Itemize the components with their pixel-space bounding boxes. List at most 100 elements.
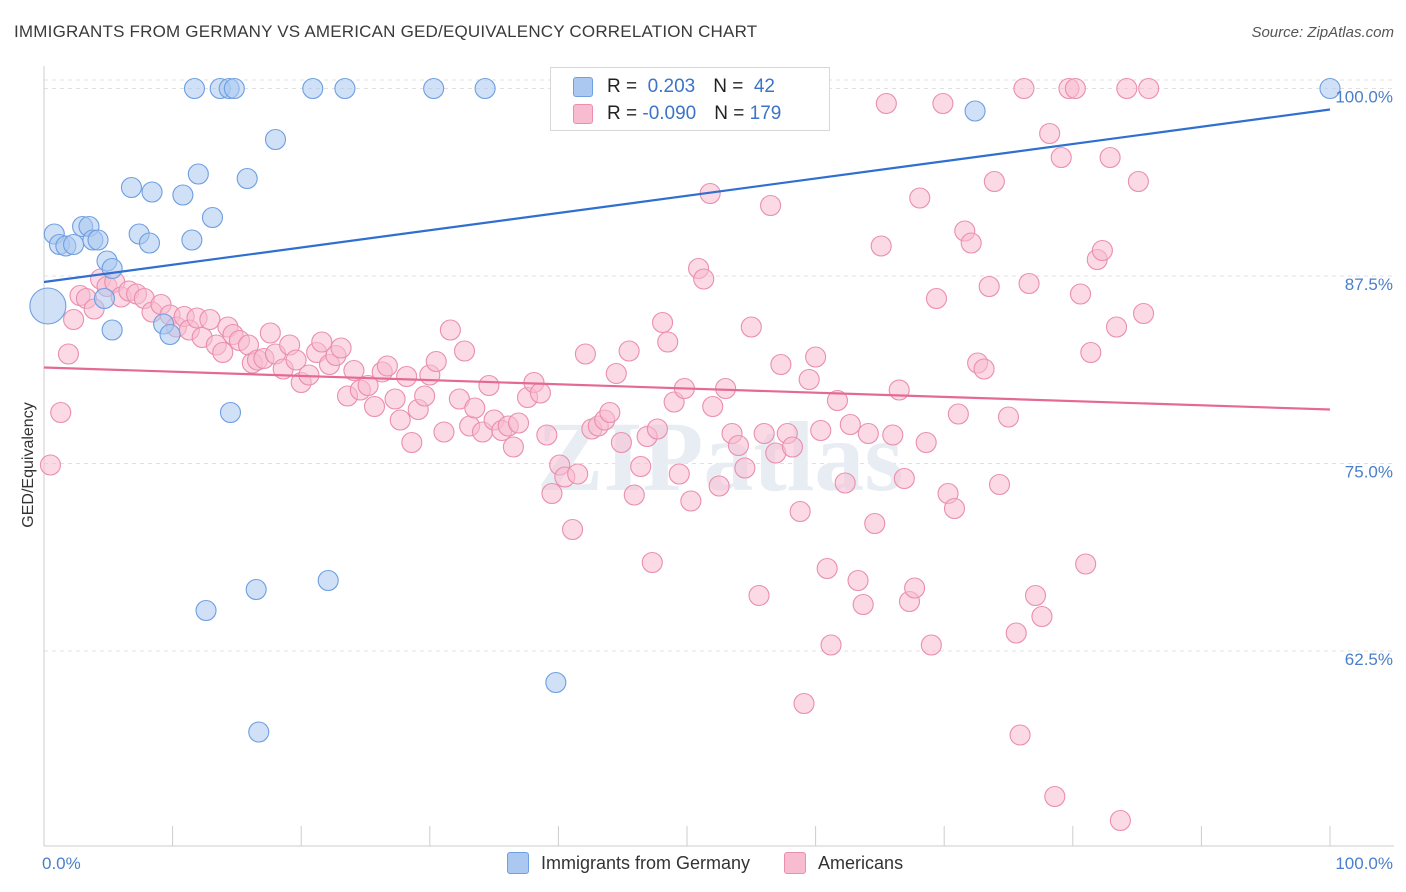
americans-point	[464, 397, 486, 419]
americans-point	[1050, 146, 1072, 169]
chart-title: IMMIGRANTS FROM GERMANY VS AMERICAN GED/…	[14, 22, 758, 41]
americans-point	[561, 518, 584, 541]
legend-swatch-americans	[573, 104, 593, 124]
legend-row-americans: R = -0.090 N = 179	[573, 101, 781, 127]
americans-point	[748, 584, 770, 607]
legend-r-label: R =	[607, 76, 643, 97]
americans-point	[973, 358, 995, 380]
y-tick-label: 100.0%	[1335, 88, 1393, 107]
americans-trend-line	[43, 366, 1331, 411]
americans-point	[805, 346, 827, 368]
series-legend-americans[interactable]: Americans	[784, 852, 903, 874]
americans-point	[641, 551, 663, 574]
americans-point	[343, 359, 365, 382]
americans-point	[864, 512, 886, 535]
americans-point	[623, 484, 645, 506]
series-legend: Immigrants from Germany Americans	[507, 852, 937, 874]
series-legend-germany[interactable]: Immigrants from Germany	[507, 852, 750, 874]
americans-point	[882, 424, 904, 446]
legend-n-value: 42	[748, 76, 775, 97]
germany-point	[172, 184, 194, 206]
americans-point	[781, 436, 804, 458]
americans-point	[960, 232, 982, 254]
americans-point	[384, 388, 406, 410]
americans-point	[798, 368, 820, 391]
americans-point	[915, 431, 937, 454]
germany-point	[248, 721, 270, 743]
series-swatch-germany	[507, 852, 529, 874]
germany-point	[545, 671, 567, 694]
americans-point	[330, 337, 352, 359]
series-label-germany: Immigrants from Germany	[541, 852, 751, 873]
y-axis-label: GED/Equivalency	[20, 402, 37, 527]
y-tick-label: 62.5%	[1345, 650, 1393, 669]
americans-point	[536, 424, 558, 446]
legend-n-label: N =	[714, 103, 750, 124]
stats-legend: R = 0.203 N = 42 R = -0.090 N = 179	[550, 67, 830, 131]
americans-point	[1138, 77, 1160, 100]
germany-point	[63, 233, 85, 256]
germany-point	[187, 163, 209, 185]
americans-point	[541, 482, 563, 505]
americans-point	[857, 422, 879, 445]
germany-trend-line	[43, 108, 1331, 284]
americans-point	[439, 319, 461, 341]
americans-point	[893, 467, 915, 490]
americans-point	[567, 463, 589, 485]
legend-r-value: 0.203	[642, 76, 696, 97]
americans-point	[947, 403, 969, 425]
americans-point	[920, 634, 942, 656]
americans-point	[396, 365, 418, 388]
legend-r-value: -0.090	[642, 103, 697, 124]
germany-point	[87, 229, 109, 251]
americans-point	[363, 395, 386, 418]
americans-point	[810, 419, 832, 442]
americans-point	[793, 692, 815, 715]
americans-point	[847, 569, 869, 592]
germany-point	[317, 569, 339, 592]
americans-point	[727, 434, 749, 457]
germany-point	[101, 319, 123, 341]
americans-point	[1105, 316, 1128, 338]
germany-point	[264, 128, 287, 151]
americans-point	[988, 473, 1011, 496]
series-swatch-americans	[784, 852, 807, 874]
germany-point	[219, 401, 242, 424]
americans-point	[605, 362, 627, 385]
germany-point	[334, 77, 356, 100]
americans-point	[63, 308, 85, 331]
americans-point	[826, 389, 849, 412]
germany-point	[223, 77, 245, 100]
americans-point	[702, 395, 724, 418]
americans-point	[852, 593, 874, 616]
americans-point	[285, 349, 307, 371]
americans-point	[657, 331, 679, 353]
americans-point	[1031, 605, 1053, 628]
americans-point	[425, 350, 447, 373]
americans-point	[478, 374, 500, 397]
trend-lines	[43, 108, 1331, 411]
americans-point	[816, 557, 838, 580]
germany-point	[302, 77, 324, 100]
americans-point	[259, 322, 281, 344]
americans-point	[1005, 622, 1027, 644]
germany-point	[181, 229, 203, 251]
americans-point	[693, 268, 715, 290]
germany-point	[93, 287, 115, 310]
americans-point	[753, 422, 775, 445]
legend-row-germany: R = 0.203 N = 42	[573, 74, 775, 100]
americans-point	[1064, 77, 1086, 100]
germany-point	[159, 323, 181, 346]
legend-n-value: 179	[749, 103, 782, 124]
y-tick-label: 75.0%	[1345, 463, 1393, 482]
americans-point	[839, 413, 861, 436]
americans-point	[932, 92, 954, 115]
americans-point	[978, 275, 1000, 298]
americans-point	[610, 431, 632, 454]
x-tick-label: 100.0%	[1335, 854, 1393, 873]
americans-point	[680, 490, 702, 512]
germany-point	[474, 77, 496, 100]
americans-point	[1009, 724, 1031, 746]
legend-r-label: R =	[607, 103, 643, 124]
